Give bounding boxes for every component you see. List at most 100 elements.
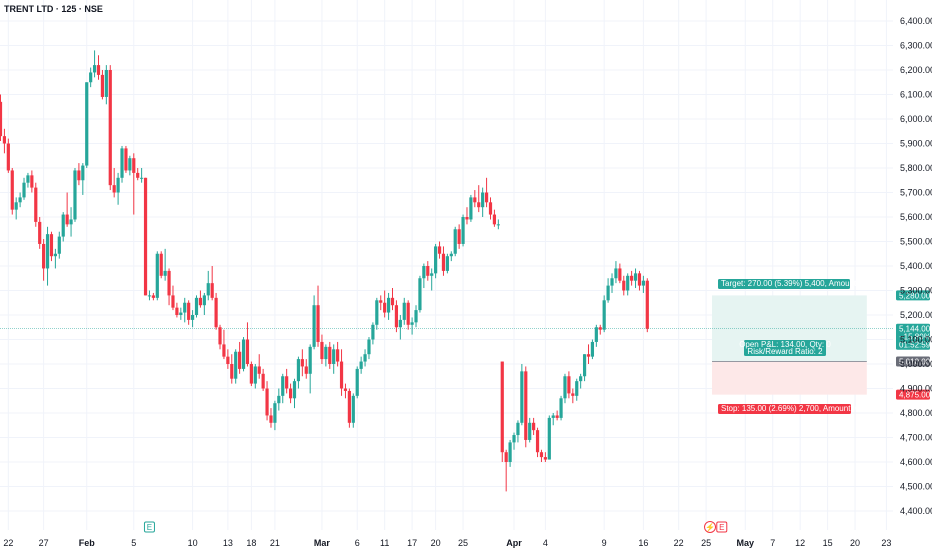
target-label: Target: 270.00 (5.39%) 5,400, Amount: 1.… bbox=[721, 279, 872, 288]
candle-body bbox=[606, 285, 610, 301]
candle-body bbox=[175, 307, 179, 315]
candle-body bbox=[437, 246, 442, 254]
candle-body bbox=[179, 312, 183, 315]
candle-body bbox=[410, 322, 414, 325]
candle-body bbox=[285, 376, 289, 389]
candle-body bbox=[579, 376, 583, 382]
candle-body bbox=[614, 268, 618, 279]
candle-body bbox=[328, 346, 332, 364]
candle-body bbox=[308, 346, 312, 374]
candle-body bbox=[6, 143, 10, 171]
target-price-tag-text: 5,280.00 bbox=[899, 291, 931, 300]
candle-body bbox=[394, 305, 399, 328]
current-price-tag-text: −15.80% bbox=[899, 333, 931, 342]
candle-body bbox=[26, 175, 30, 183]
candle-body bbox=[155, 253, 159, 298]
candle-body bbox=[637, 273, 642, 286]
candle-body bbox=[194, 297, 199, 315]
earnings-event-icon[interactable]: E bbox=[716, 521, 728, 533]
candle-body bbox=[42, 243, 46, 269]
candle-body bbox=[383, 302, 387, 313]
candle-body bbox=[367, 339, 371, 355]
stop-price-tag-bg bbox=[896, 389, 930, 400]
candle-body bbox=[38, 221, 42, 244]
candle-body bbox=[402, 302, 406, 320]
earnings-event-icon[interactable]: E bbox=[143, 521, 155, 533]
candle-body bbox=[375, 300, 379, 325]
candle-body bbox=[10, 170, 14, 210]
candle-body bbox=[504, 452, 508, 462]
candle-body bbox=[477, 202, 481, 208]
candle-body bbox=[81, 165, 85, 181]
candle-body bbox=[57, 236, 61, 254]
candle-body bbox=[441, 253, 446, 271]
candle-body bbox=[551, 415, 555, 418]
candle-body bbox=[77, 170, 81, 181]
candle-body bbox=[96, 65, 101, 75]
candle-body bbox=[132, 158, 136, 173]
candle-body bbox=[320, 341, 324, 360]
candle-body bbox=[582, 354, 587, 377]
y-tick-label: 5,400.00 bbox=[900, 261, 932, 271]
candle-body bbox=[238, 351, 242, 369]
candle-body bbox=[575, 381, 579, 396]
candle-body bbox=[22, 182, 26, 198]
candle-body bbox=[481, 192, 485, 208]
candle-body bbox=[316, 305, 320, 342]
candle-body bbox=[539, 452, 544, 458]
candle-body bbox=[343, 388, 348, 391]
candle-body bbox=[230, 364, 234, 379]
candle-body bbox=[618, 268, 622, 281]
event-marker-box bbox=[143, 521, 155, 533]
y-tick-label: 5,000.00 bbox=[900, 359, 932, 369]
candle-body bbox=[288, 388, 293, 399]
x-tick-label: 18 bbox=[246, 538, 256, 548]
x-tick-label: 25 bbox=[701, 538, 711, 548]
candle-body bbox=[516, 422, 520, 436]
x-tick-label: 27 bbox=[39, 538, 49, 548]
x-tick-label: 10 bbox=[188, 538, 198, 548]
x-tick-label: 13 bbox=[223, 538, 233, 548]
candle-body bbox=[434, 246, 438, 274]
candle-body bbox=[602, 300, 606, 330]
candle-body bbox=[206, 283, 210, 296]
candle-body bbox=[645, 280, 649, 329]
event-marker-symbol: ⚡ bbox=[705, 522, 715, 532]
y-tick-label: 6,100.00 bbox=[900, 90, 932, 100]
x-tick-label: 21 bbox=[270, 538, 280, 548]
event-marker-symbol: E bbox=[147, 523, 152, 532]
candle-body bbox=[371, 324, 375, 340]
dividend-event-icon[interactable]: ⚡ bbox=[704, 521, 717, 533]
event-marker-symbol: E bbox=[719, 523, 724, 532]
candle-body bbox=[45, 234, 50, 269]
x-tick-label: 25 bbox=[458, 538, 468, 548]
candle-body bbox=[312, 305, 316, 347]
y-tick-label: 4,400.00 bbox=[900, 506, 932, 516]
candle-body bbox=[484, 192, 489, 203]
candle-body bbox=[124, 148, 128, 171]
candle-body bbox=[167, 270, 171, 296]
x-tick-label: 16 bbox=[638, 538, 648, 548]
candle-body bbox=[520, 371, 524, 423]
candle-body bbox=[261, 373, 265, 389]
stop-label: Stop: 135.00 (2.69%) 2,700, Amount: 0.75 bbox=[721, 404, 871, 413]
candle-body bbox=[398, 319, 402, 328]
candle-body bbox=[245, 339, 250, 364]
x-tick-label: Mar bbox=[314, 538, 331, 548]
candle-body bbox=[190, 315, 195, 320]
current-price-tag-text: 5,144.00 bbox=[899, 325, 931, 334]
candle-body bbox=[92, 65, 97, 73]
candle-body bbox=[563, 376, 567, 399]
pnl-line-2: Risk/Reward Ratio: 2 bbox=[747, 347, 823, 356]
candle-body bbox=[53, 253, 57, 257]
candle-body bbox=[379, 300, 383, 303]
candle-body bbox=[359, 361, 363, 369]
candle-body bbox=[430, 273, 434, 276]
candle-body bbox=[488, 202, 493, 215]
target-price-tag-bg bbox=[896, 290, 930, 301]
candle-body bbox=[292, 381, 297, 399]
candle-body bbox=[414, 310, 418, 323]
candle-body bbox=[253, 366, 257, 384]
